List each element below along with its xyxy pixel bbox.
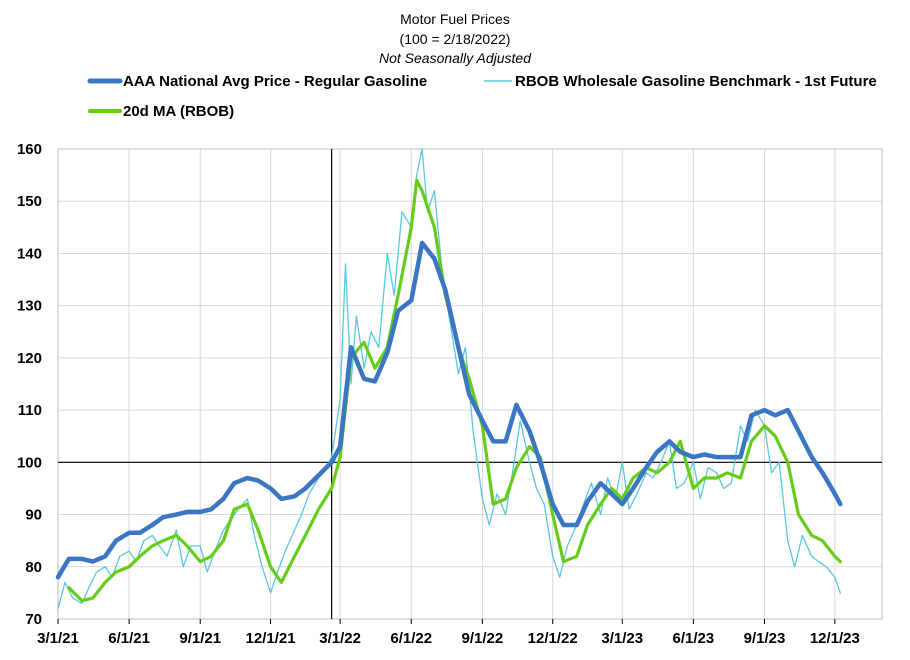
y-tick-label-130: 130 <box>17 298 42 315</box>
x-tick-label-9-1-22: 9/1/22 <box>462 630 504 647</box>
x-tick-label-12-1-23: 12/1/23 <box>810 630 860 647</box>
y-tick-label-140: 140 <box>17 245 42 262</box>
x-tick-label-3-1-21: 3/1/21 <box>37 630 79 647</box>
y-tick-label-120: 120 <box>17 350 42 367</box>
y-tick-label-150: 150 <box>17 193 42 210</box>
x-tick-label-9-1-21: 9/1/21 <box>179 630 221 647</box>
chart-title-line2: (100 = 2/18/2022) <box>400 31 511 47</box>
x-tick-label-12-1-21: 12/1/21 <box>246 630 296 647</box>
x-tick-label-6-1-21: 6/1/21 <box>108 630 150 647</box>
axes: 160 150 140 130 120 110 100 90 80 70 3/1/21 6/1/21 9… <box>17 141 860 647</box>
y-tick-label-80: 80 <box>25 559 42 576</box>
legend-label-rbob: RBOB Wholesale Gasoline Benchmark - 1st … <box>515 73 877 90</box>
x-tick-label-6-1-23: 6/1/23 <box>673 630 715 647</box>
series-line-aaa <box>55 240 843 580</box>
legend-label-aaa: AAA National Avg Price - Regular Gasolin… <box>123 73 427 90</box>
y-tick-label-70: 70 <box>25 611 42 628</box>
legend-label-ma: 20d MA (RBOB) <box>123 103 234 120</box>
x-tick-label-3-1-22: 3/1/22 <box>319 630 361 647</box>
x-tick-label-12-1-22: 12/1/22 <box>528 630 578 647</box>
y-tick-label-100: 100 <box>17 454 42 471</box>
y-tick-label-160: 160 <box>17 141 42 158</box>
chart-subtitle: Not Seasonally Adjusted <box>379 50 532 66</box>
chart-title: Motor Fuel Prices <box>400 11 510 27</box>
plot-area-frame <box>57 148 883 620</box>
y-tick-label-110: 110 <box>18 402 42 419</box>
y-tick-label-90: 90 <box>25 507 42 524</box>
series-lines <box>55 148 843 610</box>
x-tick-label-3-1-23: 3/1/23 <box>601 630 643 647</box>
legend: AAA National Avg Price - Regular Gasolin… <box>87 73 877 120</box>
x-tick-label-6-1-22: 6/1/22 <box>390 630 432 647</box>
x-tick-label-9-1-23: 9/1/23 <box>744 630 786 647</box>
